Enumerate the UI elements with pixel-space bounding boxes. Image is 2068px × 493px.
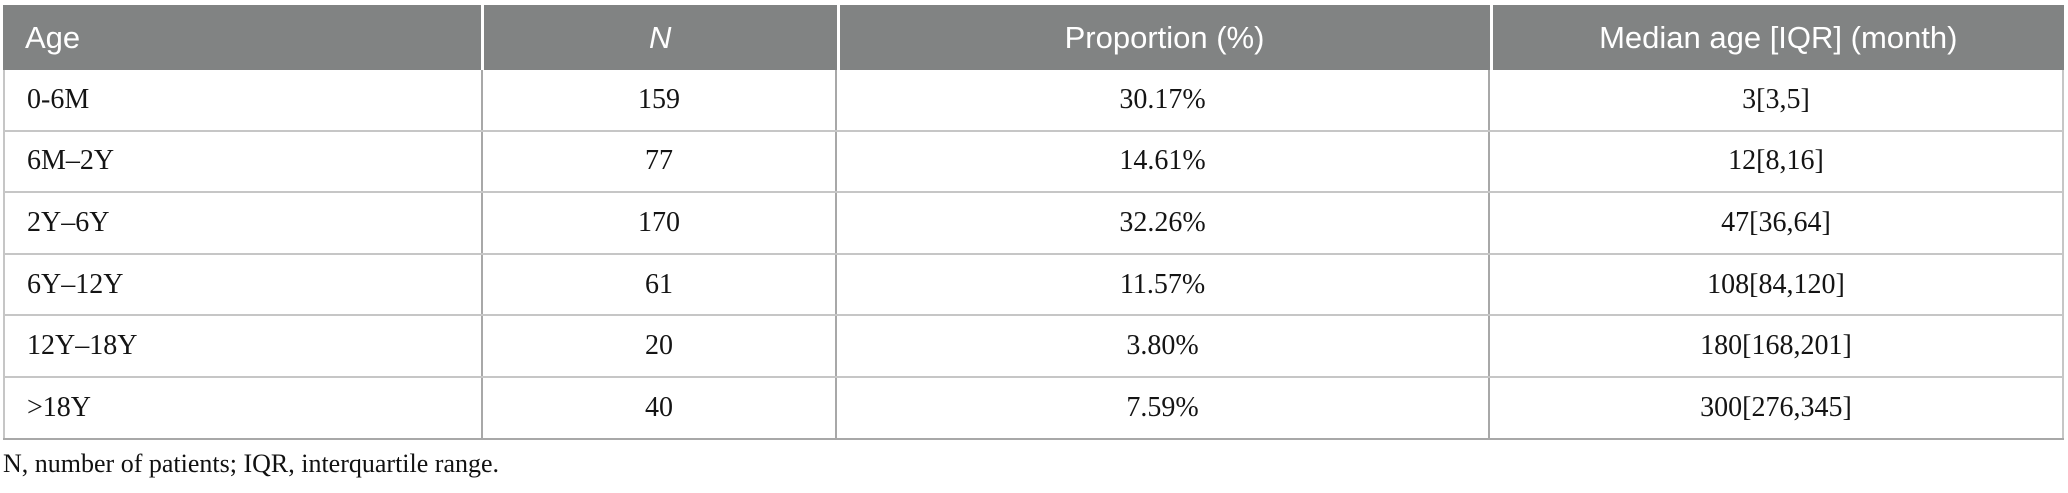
cell-n: 20 (483, 316, 838, 376)
cell-n: 77 (483, 131, 838, 192)
cell-proportion: 32.26% (837, 193, 1490, 253)
cell-median: 12[8,16] (1490, 131, 2064, 192)
table-row: 0-6M 159 30.17% 3[3,5] (3, 70, 2064, 132)
column-header-median-age: Median age [IQR] (month) (1492, 5, 2064, 70)
cell-median: 300[276,345] (1490, 377, 2064, 438)
cell-proportion: 14.61% (837, 131, 1490, 192)
cell-n: 40 (483, 377, 838, 438)
table-footnote: N, number of patients; IQR, interquartil… (3, 449, 500, 478)
cell-age: 6M–2Y (3, 131, 483, 192)
table-row: >18Y 40 7.59% 300[276,345] (3, 377, 2064, 440)
cell-n: 61 (483, 254, 838, 315)
cell-age: 12Y–18Y (3, 316, 483, 376)
cell-n: 170 (483, 193, 838, 253)
cell-median: 180[168,201] (1490, 316, 2064, 376)
cell-median: 47[36,64] (1490, 193, 2064, 253)
cell-proportion: 11.57% (837, 254, 1490, 315)
cell-n: 159 (483, 70, 838, 130)
column-header-proportion: Proportion (%) (839, 5, 1490, 70)
table-row: 6M–2Y 77 14.61% 12[8,16] (3, 131, 2064, 194)
column-header-n: N (483, 5, 837, 70)
table-row: 2Y–6Y 170 32.26% 47[36,64] (3, 193, 2064, 255)
cell-proportion: 30.17% (837, 70, 1490, 130)
cell-age: >18Y (3, 377, 483, 438)
cell-age: 0-6M (3, 70, 483, 130)
cell-age: 2Y–6Y (3, 193, 483, 253)
cell-proportion: 3.80% (837, 316, 1490, 376)
cell-median: 108[84,120] (1490, 254, 2064, 315)
cell-median: 3[3,5] (1490, 70, 2064, 130)
table-row: 6Y–12Y 61 11.57% 108[84,120] (3, 254, 2064, 317)
cell-age: 6Y–12Y (3, 254, 483, 315)
column-header-age: Age (3, 5, 481, 70)
cell-proportion: 7.59% (837, 377, 1490, 438)
table-header-row: Age N Proportion (%) Median age [IQR] (m… (3, 5, 2064, 70)
table-row: 12Y–18Y 20 3.80% 180[168,201] (3, 316, 2064, 378)
age-distribution-table: Age N Proportion (%) Median age [IQR] (m… (3, 5, 2064, 440)
